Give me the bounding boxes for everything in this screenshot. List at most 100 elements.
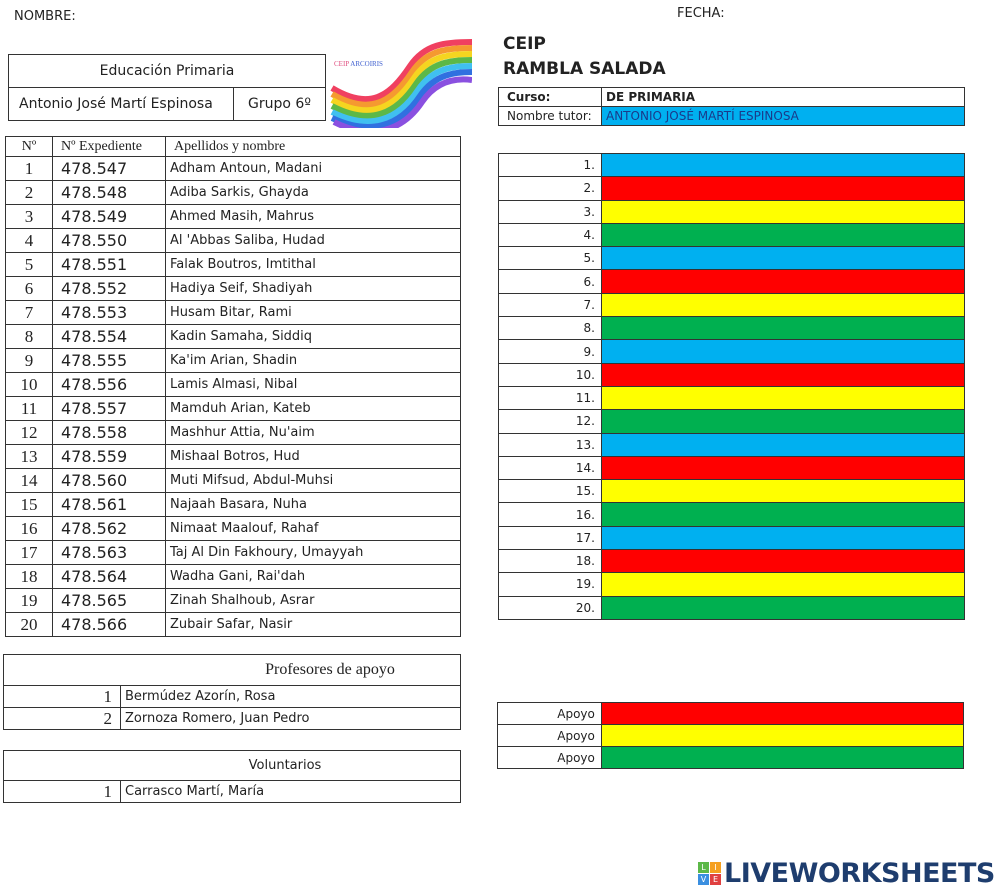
apoyo-slot-row: Apoyo — [497, 746, 965, 769]
apoyo-slot-row: Apoyo — [497, 724, 965, 747]
slot-drop-zone[interactable] — [601, 176, 965, 201]
slot-drop-zone[interactable] — [601, 502, 965, 527]
slot-drop-zone[interactable] — [601, 362, 965, 387]
curso-label: Curso: — [498, 87, 602, 107]
slot-drop-zone[interactable] — [601, 432, 965, 457]
color-slot-row: 16. — [498, 502, 965, 527]
student-expediente: 478.558 — [52, 420, 166, 445]
student-expediente: 478.550 — [52, 228, 166, 253]
slot-label: 5. — [498, 246, 602, 271]
apoyo-slot-drop-zone[interactable] — [600, 702, 965, 725]
color-slot-row: 10. — [498, 362, 965, 387]
fecha-label: FECHA: — [677, 6, 725, 21]
school-name: CEIP RAMBLA SALADA — [503, 32, 666, 82]
slot-drop-zone[interactable] — [601, 292, 965, 318]
slot-label: 4. — [498, 222, 602, 248]
brand-text: LIVEWORKSHEETS — [724, 858, 995, 889]
slot-drop-zone[interactable] — [601, 409, 965, 434]
person-name: Zornoza Romero, Juan Pedro — [120, 707, 461, 730]
person-name: Bermúdez Azorín, Rosa — [120, 685, 461, 708]
slot-drop-zone[interactable] — [601, 549, 965, 574]
slot-drop-zone[interactable] — [601, 525, 965, 551]
slot-drop-zone[interactable] — [601, 479, 965, 504]
slot-drop-zone[interactable] — [601, 152, 965, 178]
student-number: 11 — [5, 396, 53, 421]
student-number: 2 — [5, 180, 53, 205]
student-name: Husam Bitar, Rami — [165, 300, 461, 325]
student-expediente: 478.555 — [52, 348, 166, 373]
nombre-label: NOMBRE: — [14, 9, 76, 24]
apoyo-slot-label: Apoyo — [497, 746, 602, 769]
slot-drop-zone[interactable] — [601, 316, 965, 341]
curso-value[interactable]: DE PRIMARIA — [601, 87, 965, 107]
slot-drop-zone[interactable] — [601, 222, 965, 248]
slot-label: 13. — [498, 432, 602, 457]
color-slot-row: 14. — [498, 455, 965, 481]
table-row: 8 478.554 Kadin Samaha, Siddiq — [5, 324, 461, 349]
student-name: Hadiya Seif, Shadiyah — [165, 276, 461, 301]
slot-drop-zone[interactable] — [601, 199, 965, 224]
table-header-row: Nº Nº Expediente Apellidos y nombre — [5, 136, 461, 157]
apoyo-slot-row: Apoyo — [497, 702, 965, 725]
color-slot-row: 4. — [498, 222, 965, 248]
student-expediente: 478.560 — [52, 468, 166, 493]
apoyo-slots-table: Apoyo Apoyo Apoyo — [497, 702, 965, 769]
student-number: 20 — [5, 612, 53, 637]
slot-label: 12. — [498, 409, 602, 434]
student-expediente: 478.561 — [52, 492, 166, 517]
student-number: 17 — [5, 540, 53, 565]
student-expediente: 478.552 — [52, 276, 166, 301]
student-expediente: 478.547 — [52, 156, 166, 181]
column-header: Nº — [5, 136, 53, 157]
student-number: 4 — [5, 228, 53, 253]
student-expediente: 478.559 — [52, 444, 166, 469]
student-name: Taj Al Din Fakhoury, Umayyah — [165, 540, 461, 565]
color-slot-row: 3. — [498, 199, 965, 224]
info-table: Educación Primaria Antonio José Martí Es… — [8, 54, 326, 121]
table-row: 3 478.549 Ahmed Masih, Mahrus — [5, 204, 461, 229]
student-number: 14 — [5, 468, 53, 493]
live-logo-icon: L I V E — [698, 862, 721, 885]
slot-label: 9. — [498, 339, 602, 364]
slot-drop-zone[interactable] — [601, 595, 965, 620]
student-expediente: 478.549 — [52, 204, 166, 229]
color-slot-row: 9. — [498, 339, 965, 364]
student-name: Adiba Sarkis, Ghayda — [165, 180, 461, 205]
student-number: 9 — [5, 348, 53, 373]
slot-drop-zone[interactable] — [601, 385, 965, 411]
student-number: 18 — [5, 564, 53, 589]
slot-drop-zone[interactable] — [601, 572, 965, 597]
student-number: 8 — [5, 324, 53, 349]
slot-drop-zone[interactable] — [601, 269, 965, 294]
apoyo-slot-drop-zone[interactable] — [600, 724, 965, 747]
apoyo-slot-drop-zone[interactable] — [600, 746, 965, 769]
tutor-value[interactable]: ANTONIO JOSÉ MARTÍ ESPINOSA — [601, 106, 965, 126]
color-slot-row: 7. — [498, 292, 965, 318]
slot-drop-zone[interactable] — [601, 246, 965, 271]
table-row: 15 478.561 Najaah Basara, Nuha — [5, 492, 461, 517]
etapa-cell: Educación Primaria — [8, 54, 326, 88]
color-slot-row: 15. — [498, 479, 965, 504]
grupo-cell: Grupo 6º — [233, 87, 326, 121]
slot-drop-zone[interactable] — [601, 339, 965, 364]
slot-label: 7. — [498, 292, 602, 318]
slot-drop-zone[interactable] — [601, 455, 965, 481]
color-slot-row: 12. — [498, 409, 965, 434]
table-row: 6 478.552 Hadiya Seif, Shadiyah — [5, 276, 461, 301]
table-row: 13 478.559 Mishaal Botros, Hud — [5, 444, 461, 469]
table-row: 1 Bermúdez Azorín, Rosa — [3, 685, 461, 708]
student-expediente: 478.565 — [52, 588, 166, 613]
student-name: Zinah Shalhoub, Asrar — [165, 588, 461, 613]
slot-label: 11. — [498, 385, 602, 411]
table-row: 12 478.558 Mashhur Attia, Nu'aim — [5, 420, 461, 445]
slot-label: 15. — [498, 479, 602, 504]
student-name: Al 'Abbas Saliba, Hudad — [165, 228, 461, 253]
table-row: 11 478.557 Mamduh Arian, Kateb — [5, 396, 461, 421]
student-expediente: 478.562 — [52, 516, 166, 541]
student-expediente: 478.566 — [52, 612, 166, 637]
student-expediente: 478.564 — [52, 564, 166, 589]
student-name: Ahmed Masih, Mahrus — [165, 204, 461, 229]
table-row: 17 478.563 Taj Al Din Fakhoury, Umayyah — [5, 540, 461, 565]
color-slot-row: 19. — [498, 572, 965, 597]
slot-label: 19. — [498, 572, 602, 597]
